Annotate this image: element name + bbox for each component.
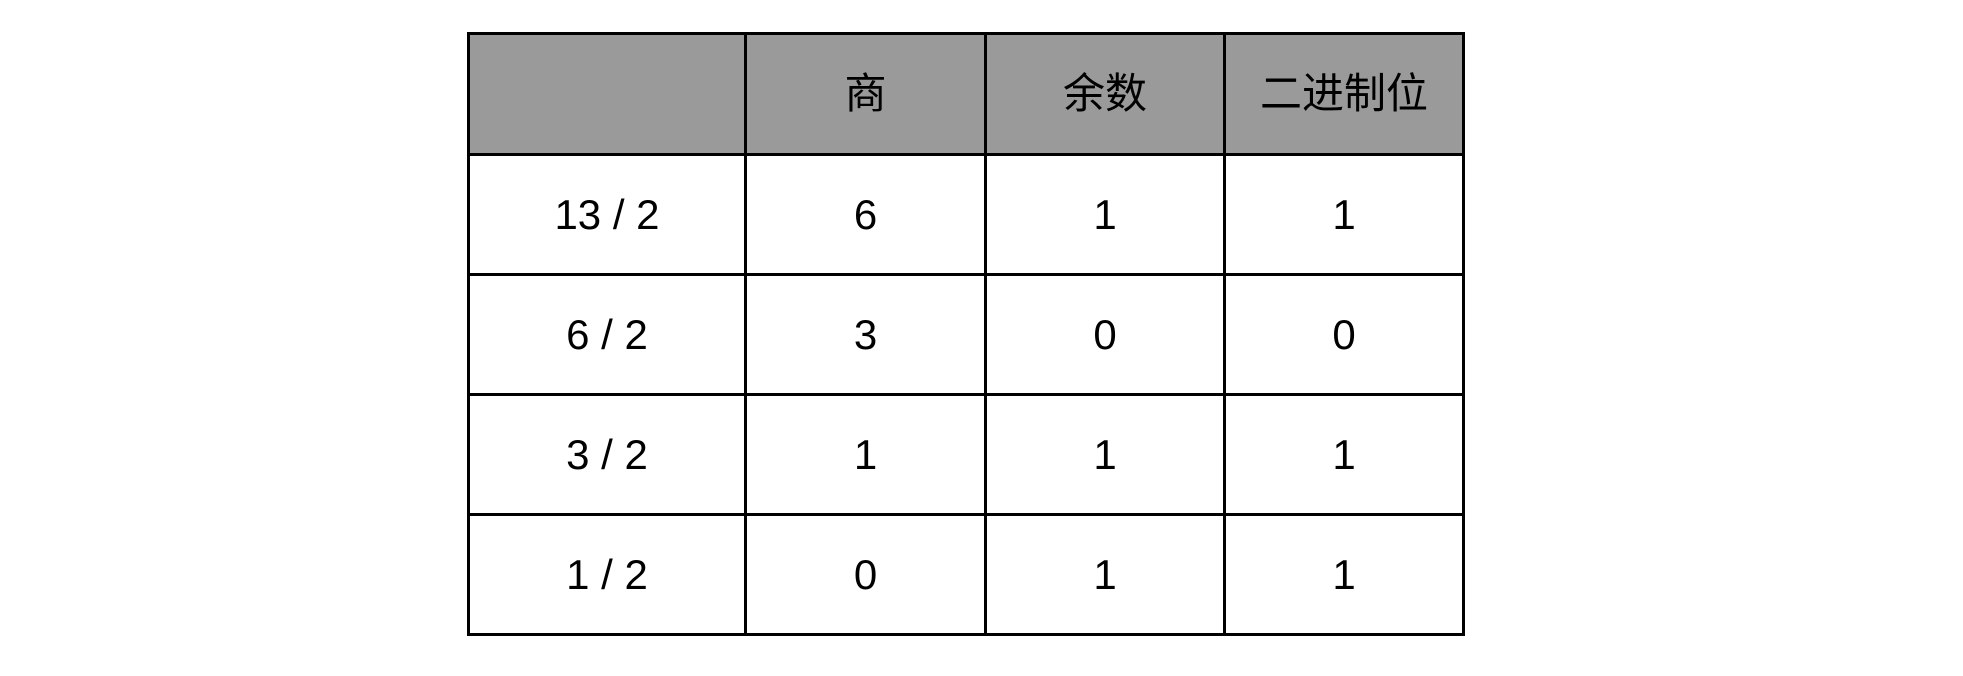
cell-remainder: 0 xyxy=(984,273,1226,396)
cell-binary-bit: 1 xyxy=(1223,153,1465,276)
cell-remainder: 1 xyxy=(984,513,1226,636)
header-cell-empty xyxy=(467,32,747,156)
table-row: 3 / 2 1 1 1 xyxy=(467,393,1465,516)
cell-binary-bit: 1 xyxy=(1223,513,1465,636)
cell-quotient: 6 xyxy=(744,153,987,276)
table-row: 1 / 2 0 1 1 xyxy=(467,513,1465,636)
header-cell-binary-bit: 二进制位 xyxy=(1223,32,1465,156)
cell-binary-bit: 0 xyxy=(1223,273,1465,396)
cell-remainder: 1 xyxy=(984,153,1226,276)
binary-conversion-table: 商 余数 二进制位 13 / 2 6 1 1 6 / 2 3 0 0 3 / 2… xyxy=(467,32,1465,636)
cell-remainder: 1 xyxy=(984,393,1226,516)
cell-division: 6 / 2 xyxy=(467,273,747,396)
cell-quotient: 0 xyxy=(744,513,987,636)
cell-binary-bit: 1 xyxy=(1223,393,1465,516)
table-row: 6 / 2 3 0 0 xyxy=(467,273,1465,396)
header-row: 商 余数 二进制位 xyxy=(467,32,1465,156)
cell-quotient: 3 xyxy=(744,273,987,396)
cell-quotient: 1 xyxy=(744,393,987,516)
cell-division: 3 / 2 xyxy=(467,393,747,516)
header-cell-remainder: 余数 xyxy=(984,32,1226,156)
cell-division: 1 / 2 xyxy=(467,513,747,636)
cell-division: 13 / 2 xyxy=(467,153,747,276)
header-cell-quotient: 商 xyxy=(744,32,987,156)
table-row: 13 / 2 6 1 1 xyxy=(467,153,1465,276)
